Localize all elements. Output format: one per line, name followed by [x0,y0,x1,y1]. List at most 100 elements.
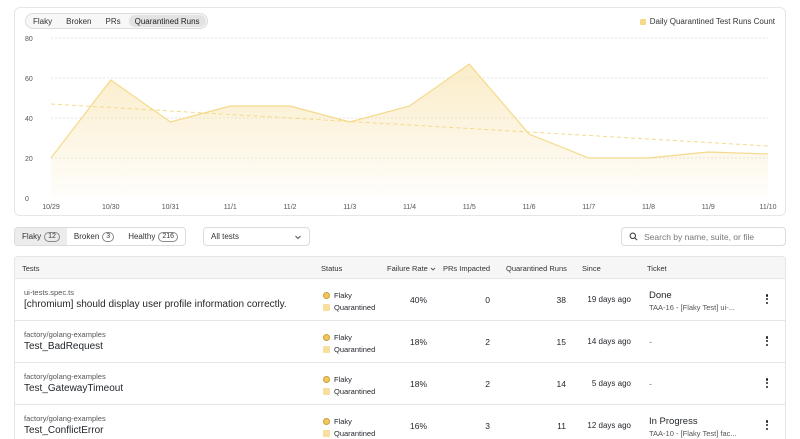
legend-swatch [639,18,646,25]
status-tabs: Flaky 12 Broken 3 Healthy 216 [14,227,186,246]
status-quarantined: Quarantined [323,345,375,354]
since: 14 days ago [587,337,631,346]
since: 12 days ago [587,421,631,430]
status-tab-count: 3 [102,231,115,242]
x-tick-label: 11/7 [582,204,595,211]
status-quarantined: Quarantined [323,387,375,396]
status-tab-label: Healthy [128,232,156,241]
test-name[interactable]: Test_BadRequest [24,341,103,352]
status-tab-count: 12 [44,231,60,242]
test-name[interactable]: Test_GatewayTimeout [24,383,124,394]
status-flaky: Flaky [323,375,352,384]
test-filter-select[interactable]: All tests [203,227,310,246]
search-box[interactable] [621,227,786,246]
x-tick-label: 11/6 [522,204,535,211]
row-menu-icon[interactable] [761,418,773,432]
failure-rate: 16% [409,421,427,431]
tests-table: Tests Status Failure Rate PRs Impacted Q… [14,256,786,439]
status-label: Flaky [334,333,352,342]
test-suite: factory/golang-examples [24,372,106,381]
status-tag: Quarantined [334,387,376,396]
status-label: Flaky [334,417,352,426]
prs-impacted: 2 [485,337,490,347]
status-flaky: Flaky [323,333,352,342]
column-header-tests: Tests [22,264,40,273]
failure-rate: 18% [409,337,427,347]
since: 5 days ago [591,379,631,388]
flaky-icon [323,292,330,299]
ticket-status: In Progress [649,416,698,427]
chart-legend: Daily Quarantined Test Runs Count [639,17,775,26]
x-tick-label: 11/9 [702,204,715,211]
ticket-empty: - [649,337,652,347]
since: 19 days ago [587,295,631,304]
table-row[interactable]: factory/golang-examples Test_BadRequest … [15,321,785,363]
filter-bar: Flaky 12 Broken 3 Healthy 216 All tests [14,227,786,247]
sort-chevron-icon [430,267,436,271]
quarantined-icon [323,346,330,353]
x-tick-label: 11/5 [463,204,476,211]
series-area [51,64,768,198]
row-menu-icon[interactable] [761,334,773,348]
test-suite: factory/golang-examples [24,414,106,423]
trend-line [50,103,769,147]
legend-label: Daily Quarantined Test Runs Count [649,17,775,26]
x-tick-label: 11/3 [343,204,356,211]
series-line [50,63,769,159]
column-header-prs-impacted: PRs Impacted [443,264,491,273]
status-tag: Quarantined [334,303,376,312]
status-tab-label: Flaky [22,232,42,241]
test-filter-value: All tests [211,232,240,241]
status-tab-flaky[interactable]: Flaky 12 [15,228,67,245]
quarantined-icon [323,388,330,395]
failure-rate: 40% [409,295,427,305]
chevron-down-icon [295,235,301,239]
status-tag: Quarantined [334,429,376,438]
ticket-link[interactable]: TAA-16 - [Flaky Test] ui-... [649,303,735,312]
chart-tab-group: Flaky Broken PRs Quarantined Runs [25,13,208,29]
prs-impacted: 3 [485,421,490,431]
table-row[interactable]: ui-tests.spec.ts [chromium] should displ… [15,279,785,321]
quarantined-runs: 15 [556,337,566,347]
failure-rate: 18% [409,379,427,389]
column-header-ticket: Ticket [647,264,667,273]
column-header-since: Since [582,264,601,273]
chart-tab-prs[interactable]: PRs [105,17,121,26]
status-tab-broken[interactable]: Broken 3 [66,228,122,245]
chart-tab-flaky[interactable]: Flaky [33,17,53,26]
x-tick-label: 10/30 [102,204,120,211]
quarantined-runs-chart: 0 20 40 60 80 10/29 10/30 10/31 11/1 11/2 11/3 11/4… [25,36,777,211]
test-name[interactable]: [chromium] should display user profile i… [24,299,287,310]
x-tick-label: 11/1 [224,204,237,211]
chart-card: 0 20 40 60 80 10/29 10/30 10/31 11/1 11/2 11/3 11/4… [14,7,786,216]
column-header-status: Status [321,264,343,273]
ticket-empty: - [649,379,652,389]
status-tab-healthy[interactable]: Healthy 216 [121,228,185,245]
column-header-quarantined-runs: Quarantined Runs [506,264,567,273]
x-tick-label: 11/4 [403,204,416,211]
column-header-label: Failure Rate [387,264,428,273]
ticket-link[interactable]: TAA-10 - [Flaky Test] fac... [649,429,737,438]
test-name[interactable]: Test_ConflictError [24,425,104,436]
y-tick-label: 40 [25,116,33,123]
status-tab-count: 216 [158,231,178,242]
row-menu-icon[interactable] [761,376,773,390]
table-header: Tests Status Failure Rate PRs Impacted Q… [15,257,785,279]
table-row[interactable]: factory/golang-examples Test_GatewayTime… [15,363,785,405]
y-tick-label: 0 [25,196,29,203]
row-menu-icon[interactable] [761,292,773,306]
ticket-status: Done [649,290,672,301]
search-input[interactable] [644,231,774,242]
x-tick-label: 10/31 [162,204,180,211]
status-tag: Quarantined [334,345,376,354]
chart-tab-broken[interactable]: Broken [66,17,92,26]
column-header-failure-rate[interactable]: Failure Rate [387,264,436,273]
flaky-icon [323,376,330,383]
quarantined-icon [323,430,330,437]
test-suite: factory/golang-examples [24,330,106,339]
status-flaky: Flaky [323,417,352,426]
y-tick-label: 20 [25,156,33,163]
chart-tab-quarantined-runs[interactable]: Quarantined Runs [128,15,206,27]
table-row[interactable]: factory/golang-examples Test_ConflictErr… [15,405,785,439]
y-tick-label: 60 [25,76,33,83]
